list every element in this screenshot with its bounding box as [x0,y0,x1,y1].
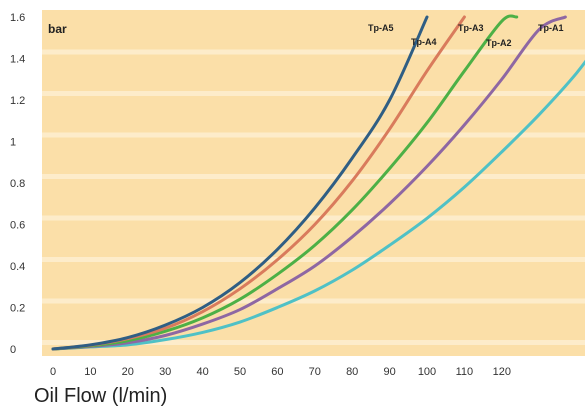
y-tick-label: 1 [10,137,16,149]
x-tick-label: 60 [271,366,283,378]
y-tick-label: 0.4 [10,261,25,273]
series-line-tp-a5 [51,15,429,351]
y-tick-label: 0.2 [10,303,25,315]
series-label-tp-a3: Tp-A3 [458,23,484,33]
gridline [42,340,585,345]
x-tick-label: 40 [196,366,208,378]
x-tick-label: 80 [346,366,358,378]
x-tick-label: 0 [50,366,56,378]
x-tick-label: 10 [84,366,96,378]
y-tick-label: 0 [10,344,16,356]
gridline [42,215,585,221]
series-line-tp-a2 [51,15,567,351]
x-tick-label: 20 [122,366,134,378]
x-tick-label: 70 [309,366,321,378]
y-tick-label: 0.6 [10,220,25,232]
y-axis-label: bar [48,22,67,36]
series-label-tp-a5: Tp-A5 [368,23,394,33]
gridline [42,132,585,138]
gridline [42,91,585,96]
series-line-tp-a1 [51,59,585,351]
gridline [42,49,585,55]
gridline [42,257,585,262]
x-tick-label: 110 [456,366,474,378]
y-tick-label: 0.8 [10,178,25,190]
gridline [42,298,585,304]
series-label-tp-a2: Tp-A2 [486,38,512,48]
x-tick-label: 50 [234,366,246,378]
series-line-tp-a3 [51,14,519,351]
y-tick-label: 1.6 [10,12,25,24]
x-tick-label: 30 [159,366,171,378]
y-tick-label: 1.2 [10,95,25,107]
x-tick-label: 100 [418,366,436,378]
x-tick-label: 120 [493,366,511,378]
series-label-tp-a4: Tp-A4 [411,37,437,47]
series-label-tp-a1: Tp-A1 [538,23,564,33]
y-tick-label: 1.4 [10,54,25,66]
x-axis-label: Oil Flow (l/min) [34,385,168,407]
x-tick-label: 90 [383,366,395,378]
plot-background [42,10,585,356]
gridline [42,174,585,179]
